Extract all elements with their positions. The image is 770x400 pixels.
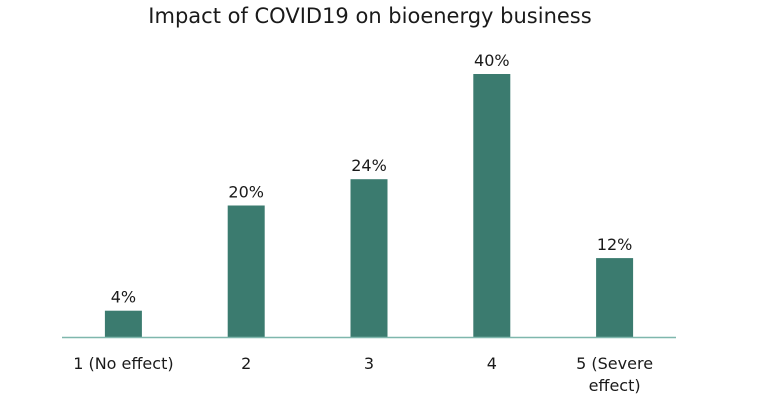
x-tick-label-3: 3 <box>364 354 374 373</box>
data-label-2: 20% <box>228 183 264 202</box>
data-label-4: 40% <box>474 51 510 70</box>
chart-title: Impact of COVID19 on bioenergy business <box>148 4 592 28</box>
bar-5 <box>596 258 634 337</box>
x-tick-label-5-line-1: 5 (Severe <box>576 354 653 373</box>
bar-3 <box>350 179 388 337</box>
x-tick-label-2: 2 <box>241 354 251 373</box>
x-tick-labels-group: 1 (No effect) 2 3 4 5 (Severe effect) <box>73 354 653 395</box>
data-label-5: 12% <box>597 235 633 254</box>
bar-2 <box>227 205 265 337</box>
x-tick-label-5-line-2: effect) <box>589 376 641 395</box>
data-label-1: 4% <box>111 288 136 307</box>
bar-4 <box>473 74 511 337</box>
data-label-3: 24% <box>351 156 387 175</box>
bar-1 <box>104 310 142 337</box>
x-tick-label-1: 1 (No effect) <box>73 354 173 373</box>
data-labels-group: 4% 20% 24% 40% 12% <box>111 51 633 307</box>
x-tick-label-4: 4 <box>487 354 497 373</box>
bars-group <box>104 74 634 337</box>
